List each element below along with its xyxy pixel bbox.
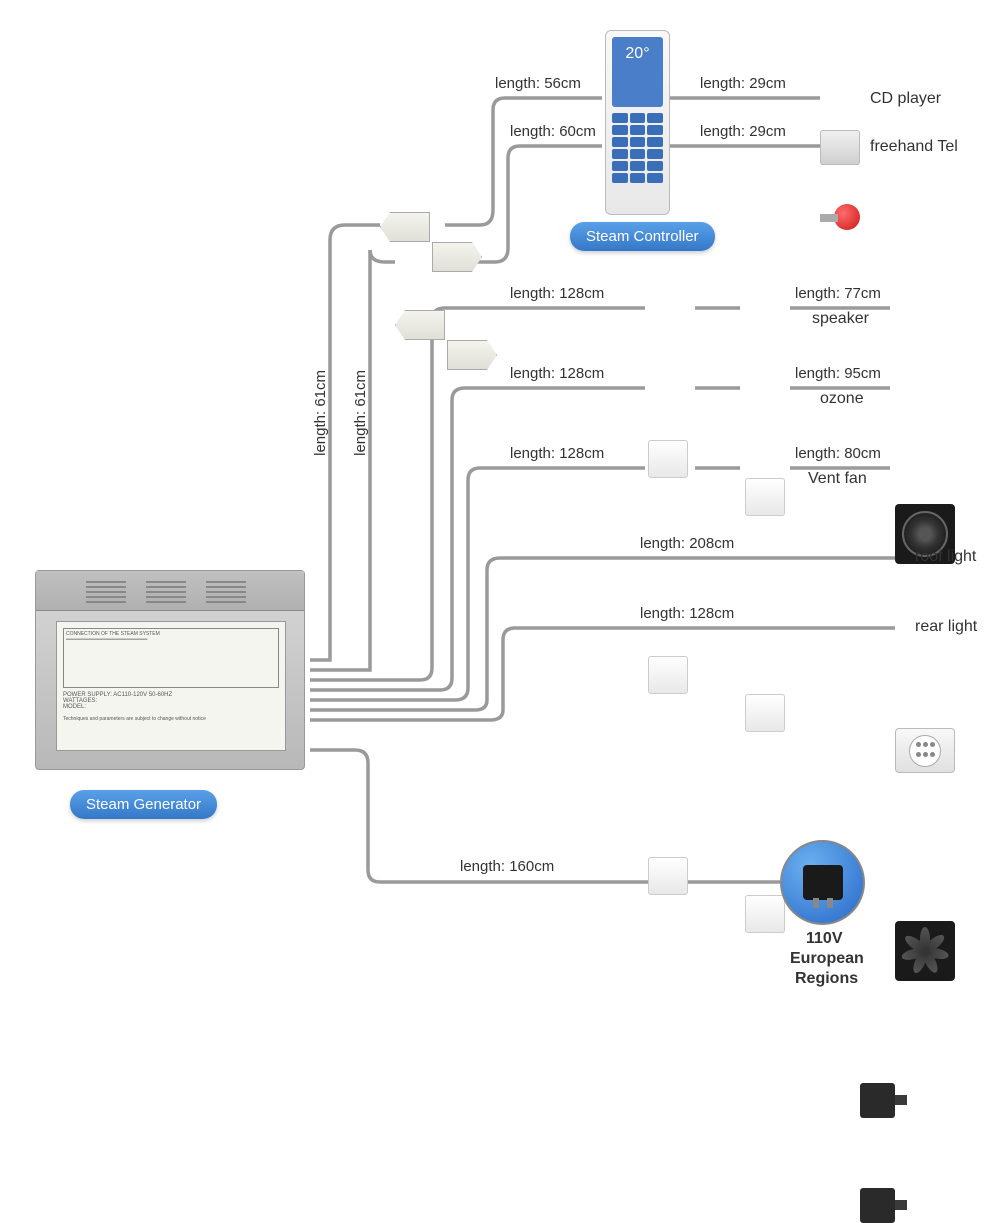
white-connector-fan-l	[648, 857, 688, 895]
length-128cm-speaker: length: 128cm	[510, 285, 604, 302]
ozone-label: ozone	[820, 390, 864, 408]
plate-line3: MODEL:	[63, 704, 279, 710]
rear-light-plug-icon	[860, 1188, 895, 1223]
white-connector-ozone-r	[745, 694, 785, 732]
generator-badge: Steam Generator	[70, 790, 217, 819]
steam-generator: CONNECTION OF THE STEAM SYSTEM ═════════…	[35, 570, 305, 770]
length-160cm: length: 160cm	[460, 858, 554, 875]
rj-connector-icon	[820, 130, 860, 165]
power-voltage: 110V	[806, 930, 842, 948]
length-29cm-b: length: 29cm	[700, 123, 786, 140]
length-208cm: length: 208cm	[640, 535, 734, 552]
ozone-icon	[895, 728, 955, 773]
length-61cm-b: length: 61cm	[352, 370, 369, 456]
white-connector-speaker-l	[648, 440, 688, 478]
db9-connector-bottom-right	[447, 340, 497, 370]
rca-connector-icon	[820, 204, 860, 234]
db9-connector-top-right	[432, 242, 482, 272]
fan-icon	[895, 921, 955, 981]
rear-light-label: rear light	[915, 618, 977, 636]
db9-connector-bottom-left	[395, 310, 445, 340]
power-region1: European	[790, 950, 864, 968]
white-connector-speaker-r	[745, 478, 785, 516]
controller-screen: 20°	[612, 37, 663, 107]
power-region2: Regions	[795, 970, 858, 988]
roof-light-label: roof light	[915, 548, 976, 566]
length-56cm: length: 56cm	[495, 75, 581, 92]
vent-fan-label: Vent fan	[808, 470, 867, 488]
roof-light-plug-icon	[860, 1083, 895, 1118]
steam-controller: 20°	[605, 30, 670, 215]
length-95cm: length: 95cm	[795, 365, 881, 382]
length-128cm-fan: length: 128cm	[510, 445, 604, 462]
speaker-label: speaker	[812, 310, 869, 328]
length-77cm: length: 77cm	[795, 285, 881, 302]
length-128cm-ozone: length: 128cm	[510, 365, 604, 382]
power-plug-icon	[780, 840, 865, 925]
length-29cm-a: length: 29cm	[700, 75, 786, 92]
length-61cm-a: length: 61cm	[312, 370, 329, 456]
length-80cm: length: 80cm	[795, 445, 881, 462]
generator-spec-plate: CONNECTION OF THE STEAM SYSTEM ═════════…	[56, 621, 286, 751]
length-128cm-rear: length: 128cm	[640, 605, 734, 622]
controller-badge: Steam Controller	[570, 222, 715, 251]
freehand-tel-label: freehand Tel	[870, 138, 958, 156]
cd-player-label: CD player	[870, 90, 941, 108]
length-60cm: length: 60cm	[510, 123, 596, 140]
db9-connector-top-left	[380, 212, 430, 242]
white-connector-ozone-l	[648, 656, 688, 694]
white-connector-fan-r	[745, 895, 785, 933]
